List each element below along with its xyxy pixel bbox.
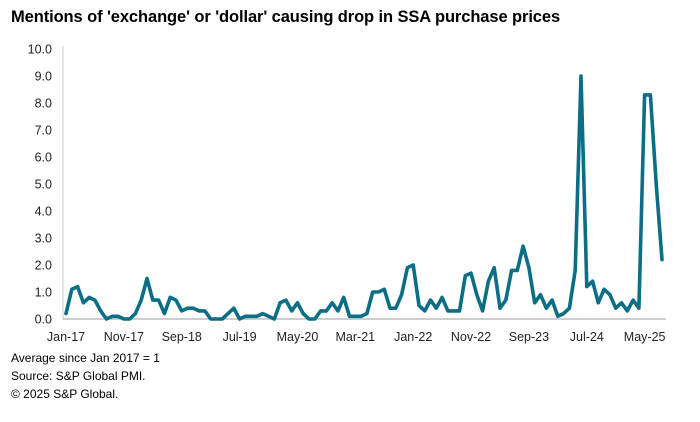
y-tick-label: 2.0: [35, 259, 52, 273]
y-tick-label: 0.0: [35, 313, 52, 327]
y-tick-label: 6.0: [35, 151, 52, 165]
y-tick-label: 4.0: [35, 205, 52, 219]
x-tick-label: Mar-21: [336, 330, 376, 344]
footnotes: Average since Jan 2017 = 1 Source: S&P G…: [11, 349, 160, 403]
copyright-note: © 2025 S&P Global.: [11, 387, 119, 401]
y-tick-label: 1.0: [35, 286, 52, 300]
x-tick-label: Nov-17: [104, 330, 144, 344]
x-tick-label: May-20: [277, 330, 319, 344]
x-tick-label: Nov-22: [451, 330, 491, 344]
y-tick-label: 10.0: [28, 43, 52, 57]
x-tick-label: May-25: [624, 330, 666, 344]
x-tick-label: Jul-19: [223, 330, 257, 344]
x-tick-label: Sep-18: [162, 330, 202, 344]
x-tick-label: Jan-22: [394, 330, 432, 344]
x-tick-label: Jan-17: [47, 330, 85, 344]
y-tick-label: 8.0: [35, 97, 52, 111]
chart-title: Mentions of 'exchange' or 'dollar' causi…: [11, 8, 561, 26]
y-tick-label: 7.0: [35, 124, 52, 138]
average-note: Average since Jan 2017 = 1: [11, 351, 160, 365]
y-tick-label: 3.0: [35, 232, 52, 246]
y-tick-label: 9.0: [35, 70, 52, 84]
y-tick-label: 5.0: [35, 178, 52, 192]
x-tick-label: Sep-23: [509, 330, 549, 344]
series-line: [64, 74, 664, 321]
x-tick-label: Jul-24: [570, 330, 604, 344]
source-note: Source: S&P Global PMI.: [11, 369, 146, 383]
